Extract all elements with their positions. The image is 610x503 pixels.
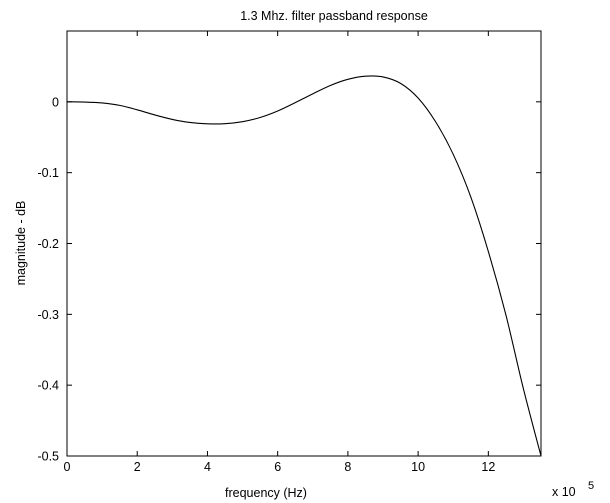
x-axis-ticks: 0 2 4 6 8 10 12 [64,31,495,474]
x-tick-label: 4 [204,460,211,474]
y-axis-label: magnitude - dB [14,201,28,286]
y-axis-ticks: 0 -0.1 -0.2 -0.3 -0.4 -0.5 [37,95,541,464]
x-multiplier-exponent: 5 [588,480,594,492]
series-line [66,75,542,457]
x-tick-label: 2 [134,460,141,474]
y-tick-label: 0 [52,95,59,109]
x-tick-label: 8 [344,460,351,474]
x-tick-label: 6 [274,460,281,474]
x-tick-label: 10 [411,460,425,474]
x-axis-label: frequency (Hz) [225,486,307,500]
y-tick-label: -0.1 [37,166,59,180]
chart-title: 1.3 Mhz. filter passband response [240,9,428,23]
x-tick-label: 0 [64,460,71,474]
y-tick-label: -0.4 [37,379,59,393]
plot-frame [66,30,542,457]
x-multiplier-label: x 10 [552,485,576,499]
y-tick-label: -0.5 [37,450,59,464]
y-tick-label: -0.2 [37,237,59,251]
series-layer [66,75,542,457]
x-tick-label: 12 [481,460,495,474]
y-tick-label: -0.3 [37,308,59,322]
